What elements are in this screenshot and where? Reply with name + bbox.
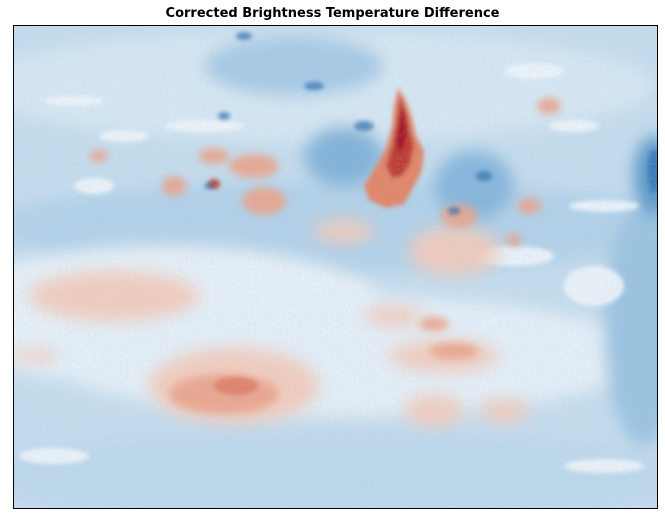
brightness-temperature-field xyxy=(14,26,657,508)
figure-title: Corrected Brightness Temperature Differe… xyxy=(165,6,500,21)
image-panel xyxy=(13,25,658,509)
